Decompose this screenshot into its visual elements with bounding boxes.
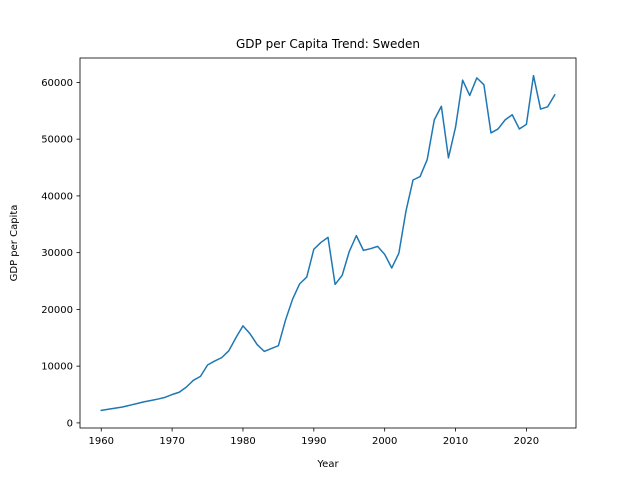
y-tick-label: 50000 <box>41 135 73 146</box>
x-tick-label: 2010 <box>443 436 468 447</box>
y-tick-label: 0 <box>67 418 73 429</box>
x-tick-label: 2000 <box>372 436 397 447</box>
x-tick-label: 2020 <box>514 436 539 447</box>
plot-area <box>100 74 556 412</box>
y-tick-label: 30000 <box>41 248 73 259</box>
y-tick-label: 10000 <box>41 362 73 373</box>
x-tick-label: 1970 <box>159 436 184 447</box>
x-tick-label: 1990 <box>301 436 326 447</box>
x-tick-label: 1960 <box>89 436 114 447</box>
y-tick-label: 40000 <box>41 191 73 202</box>
chart-title: GDP per Capita Trend: Sweden <box>236 37 420 51</box>
plot-frame <box>79 57 577 429</box>
y-tick-label: 60000 <box>41 78 73 89</box>
x-axis: 1960 1970 1980 1990 2000 2010 2020 <box>89 428 539 447</box>
y-tick-label: 20000 <box>41 305 73 316</box>
y-axis: 0 10000 20000 30000 40000 50000 60000 <box>41 78 80 429</box>
x-tick-label: 1980 <box>230 436 255 447</box>
x-axis-title: Year <box>316 459 339 470</box>
y-axis-title: GDP per Capita <box>9 205 20 282</box>
series-line-0 <box>100 74 556 412</box>
